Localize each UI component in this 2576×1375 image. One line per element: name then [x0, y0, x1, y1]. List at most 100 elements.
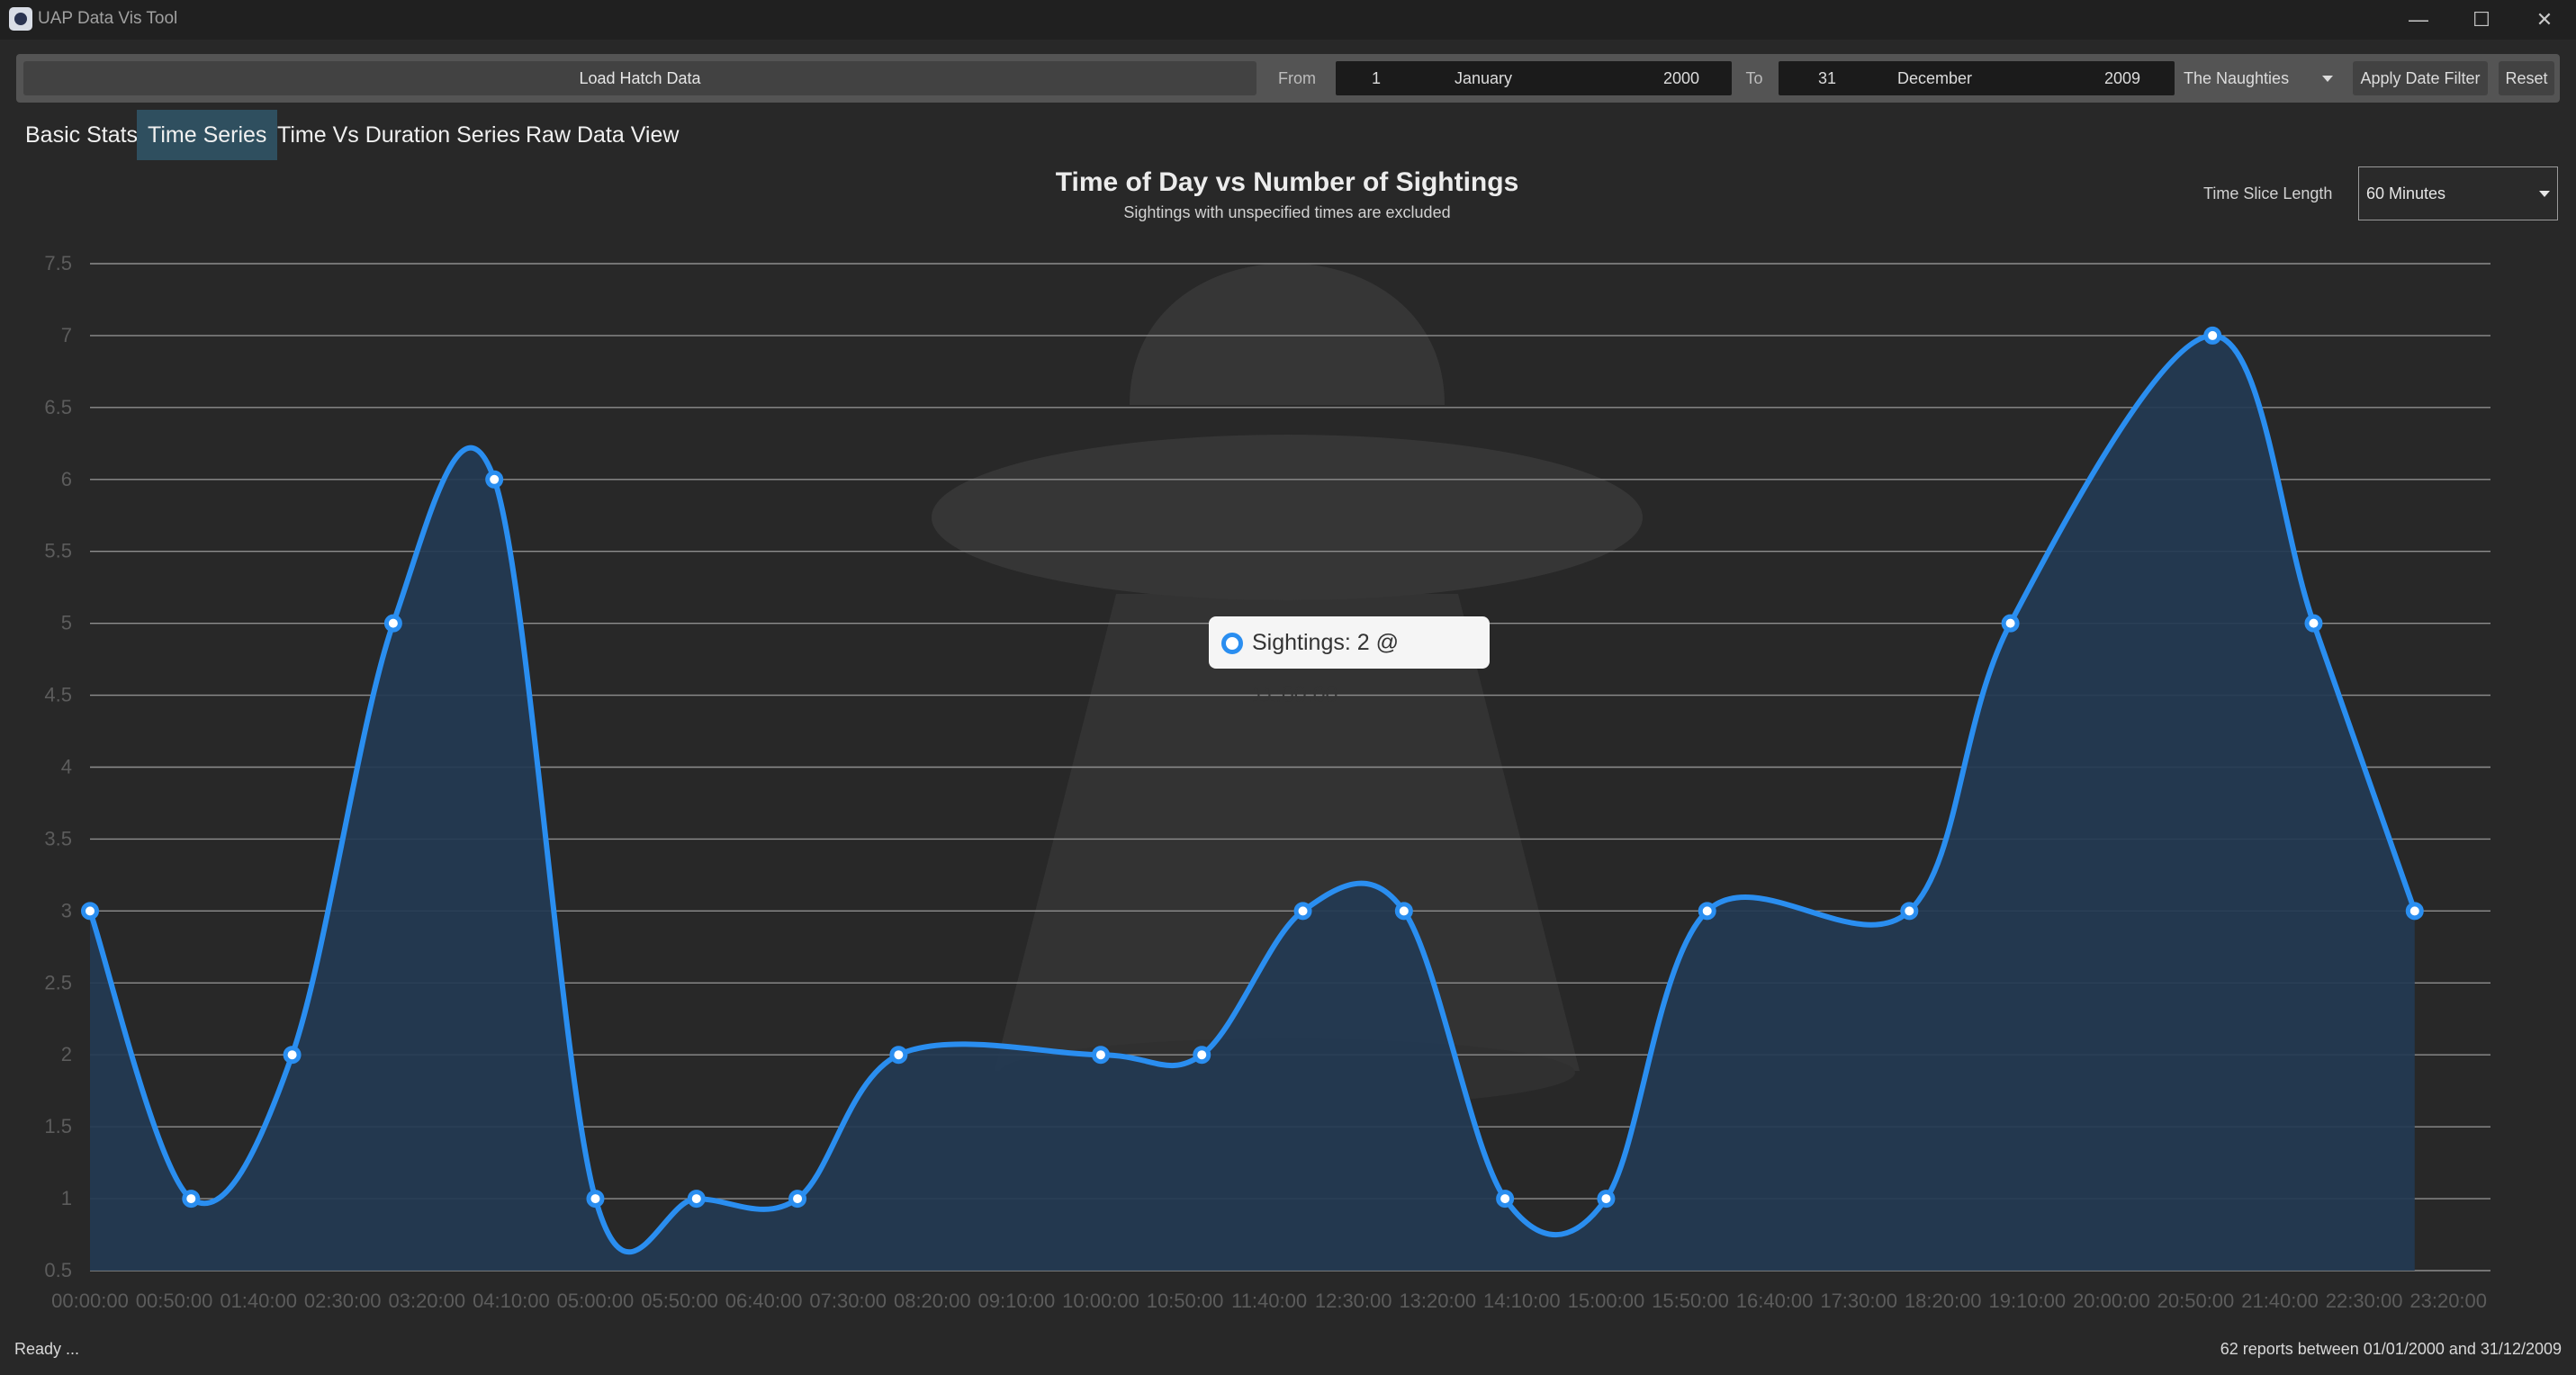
to-label: To: [1745, 69, 1763, 87]
data-point: [788, 1190, 807, 1209]
chart-title: Time of Day vs Number of Sightings: [1055, 167, 1519, 197]
report-count: 62 reports between 01/01/2000 and 31/12/…: [2220, 1340, 2562, 1358]
y-tick-label: 0.5: [44, 1259, 72, 1281]
time-slice-value: 60 Minutes: [2366, 184, 2446, 202]
data-point: [383, 614, 402, 633]
x-tick-label: 00:00:00: [51, 1290, 129, 1312]
reset-button[interactable]: Reset: [2499, 61, 2554, 95]
tab-basic-stats[interactable]: Basic Stats: [25, 122, 139, 148]
to-year: 2009: [2104, 69, 2141, 87]
title-bar: UAP Data Vis Tool — ☐ ✕: [0, 0, 2576, 40]
data-point: [81, 902, 99, 921]
to-day: 31: [1818, 69, 1837, 87]
close-icon[interactable]: ✕: [2535, 8, 2553, 31]
x-tick-label: 15:50:00: [1652, 1290, 1729, 1312]
y-tick-label: 3.5: [44, 827, 72, 849]
x-tick-label: 02:30:00: [304, 1290, 382, 1312]
x-tick-label: 09:10:00: [978, 1290, 1056, 1312]
x-tick-label: 10:00:00: [1062, 1290, 1139, 1312]
tab-time-series[interactable]: Time Series: [137, 110, 278, 160]
x-tick-label: 15:00:00: [1568, 1290, 1645, 1312]
chevron-down-icon: [2539, 191, 2550, 197]
tooltip-text: Sightings: 2 @ 11:00:00: [1252, 630, 1399, 707]
y-tick-label: 4: [61, 756, 72, 778]
x-tick-label: 01:40:00: [220, 1290, 297, 1312]
data-point: [485, 470, 504, 489]
x-tick-label: 13:20:00: [1399, 1290, 1476, 1312]
y-tick-label: 1: [61, 1187, 72, 1209]
chart-subtitle: Sightings with unspecified times are exc…: [1123, 203, 1451, 221]
window-title: UAP Data Vis Tool: [38, 9, 178, 28]
from-year: 2000: [1663, 69, 1700, 87]
data-point: [687, 1190, 706, 1209]
data-point: [2304, 614, 2323, 633]
y-tick-label: 2.5: [44, 971, 72, 993]
tab-raw-data-view[interactable]: Raw Data View: [526, 122, 680, 148]
time-series-chart: 7.5 7 6.5 6 5.5 5 4.5 4 3.5 3 2.5 2 1.5 1 0.5 00:00:00…: [44, 252, 2490, 1312]
to-month: December: [1897, 69, 1973, 87]
data-tooltip: Sightings: 2 @ 11:00:00: [1209, 616, 1490, 707]
toolbar: Load Hatch Data From 1 January 2000 To 3…: [16, 54, 2560, 103]
x-tick-label: 14:10:00: [1483, 1290, 1561, 1312]
x-tick-label: 03:20:00: [388, 1290, 465, 1312]
x-tick-label: 10:50:00: [1147, 1290, 1224, 1312]
load-data-button[interactable]: Load Hatch Data: [23, 61, 1256, 95]
x-tick-label: 18:20:00: [1905, 1290, 1982, 1312]
from-label: From: [1278, 69, 1316, 87]
data-point: [586, 1190, 605, 1209]
y-tick-label: 5.5: [44, 540, 72, 562]
data-point: [1698, 902, 1716, 921]
chevron-down-icon: [2322, 76, 2333, 82]
data-point: [1597, 1190, 1616, 1209]
data-point: [1496, 1190, 1515, 1209]
series-marker-icon: [1221, 633, 1243, 654]
y-tick-label: 4.5: [44, 684, 72, 706]
x-tick-label: 05:50:00: [641, 1290, 718, 1312]
date-preset-value: The Naughties: [2184, 69, 2290, 87]
from-date-field[interactable]: 1 January 2000: [1336, 61, 1732, 95]
x-tick-label: 19:10:00: [1988, 1290, 2066, 1312]
data-point: [2203, 326, 2222, 345]
y-tick-label: 7.5: [44, 252, 72, 274]
data-point: [182, 1190, 201, 1209]
date-preset-select[interactable]: The Naughties: [2178, 61, 2338, 95]
y-tick-label: 3: [61, 899, 72, 921]
y-tick-label: 7: [61, 324, 72, 346]
data-point: [2405, 902, 2424, 921]
x-tick-label: 07:30:00: [809, 1290, 887, 1312]
status-text: Ready ...: [14, 1340, 80, 1358]
y-tick-label: 1.5: [44, 1115, 72, 1137]
x-tick-label: 04:10:00: [473, 1290, 550, 1312]
series-area: [90, 335, 2415, 1271]
data-point: [283, 1046, 302, 1065]
x-tick-label: 08:20:00: [894, 1290, 971, 1312]
x-tick-label: 20:00:00: [2073, 1290, 2150, 1312]
x-tick-label: 12:30:00: [1315, 1290, 1392, 1312]
data-point: [889, 1046, 908, 1065]
minimize-icon[interactable]: —: [2409, 8, 2428, 31]
maximize-icon[interactable]: ☐: [2472, 8, 2490, 31]
x-tick-label: 00:50:00: [136, 1290, 213, 1312]
data-point: [1091, 1046, 1110, 1065]
time-slice-label: Time Slice Length: [2203, 184, 2333, 202]
x-tick-label: 21:40:00: [2241, 1290, 2319, 1312]
y-tick-label: 5: [61, 612, 72, 634]
y-tick-label: 6: [61, 468, 72, 490]
status-bar: [0, 1332, 2576, 1375]
tab-time-vs-duration-series[interactable]: Time Vs Duration Series: [277, 122, 520, 148]
from-day: 1: [1372, 69, 1382, 87]
x-tick-label: 17:30:00: [1820, 1290, 1897, 1312]
data-point: [1900, 902, 1919, 921]
time-slice-select[interactable]: 60 Minutes: [2358, 166, 2558, 220]
data-point: [2001, 614, 2020, 633]
x-tick-label: 22:30:00: [2326, 1290, 2403, 1312]
from-month: January: [1455, 69, 1513, 87]
x-tick-label: 06:40:00: [725, 1290, 803, 1312]
x-tick-label: 16:40:00: [1736, 1290, 1814, 1312]
y-tick-label: 2: [61, 1043, 72, 1065]
apply-date-filter-button[interactable]: Apply Date Filter: [2353, 61, 2488, 95]
to-date-field[interactable]: 31 December 2009: [1779, 61, 2175, 95]
x-tick-label: 23:20:00: [2409, 1290, 2487, 1312]
y-tick-label: 6.5: [44, 396, 72, 418]
x-tick-label: 05:00:00: [557, 1290, 635, 1312]
